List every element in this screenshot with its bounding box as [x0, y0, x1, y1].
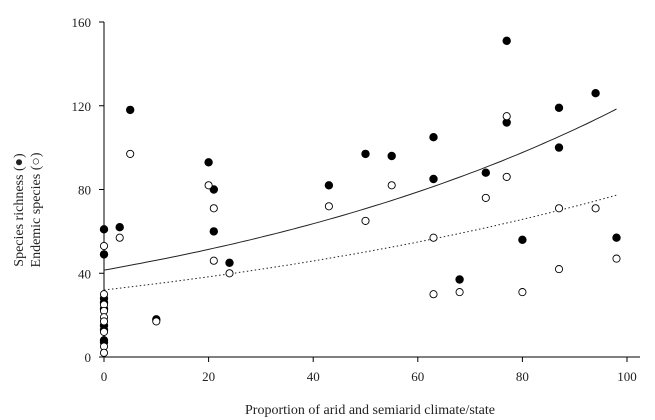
- data-points: [99, 36, 621, 357]
- species-richness-point: [125, 105, 135, 115]
- endemic-species-point: [99, 290, 109, 299]
- endemic-species-point: [429, 233, 438, 242]
- richness-trendline: [103, 108, 617, 271]
- endemic-species-point: [99, 327, 109, 336]
- species-richness-point: [429, 132, 438, 142]
- species-richness-point: [429, 174, 438, 184]
- x-tick-label: 20: [202, 369, 215, 384]
- endemic-species-point: [115, 233, 124, 242]
- endemic-species-point: [204, 181, 213, 190]
- endemic-species-point: [126, 149, 135, 158]
- endemic-species-point: [361, 216, 370, 225]
- endemic-species-point: [518, 288, 527, 297]
- y-axis-title-line-1: Species richness (●): [12, 153, 27, 267]
- species-richness-point: [99, 225, 109, 234]
- species-richness-point: [225, 258, 234, 267]
- species-richness-point: [591, 88, 600, 98]
- endemic-species-point: [99, 348, 109, 357]
- endemic-species-point: [455, 288, 464, 297]
- endemic-species-point: [429, 290, 438, 299]
- species-richness-point: [324, 181, 334, 190]
- endemic-species-point: [324, 202, 333, 211]
- endemic-species-point: [502, 172, 511, 181]
- species-richness-point: [502, 36, 511, 45]
- x-tick-label: 0: [101, 369, 108, 384]
- endemic-species-point: [502, 112, 511, 121]
- endemic-species-point: [99, 317, 109, 326]
- endemic-species-point: [99, 241, 109, 251]
- ticks: [99, 21, 628, 362]
- x-tick-label: 80: [516, 369, 529, 384]
- endemic-species-point: [387, 181, 396, 190]
- endemic-species-point: [152, 317, 161, 326]
- endemic-species-point: [225, 269, 234, 278]
- species-richness-point: [209, 227, 218, 236]
- species-richness-point: [361, 149, 370, 159]
- endemic-species-point: [554, 204, 564, 213]
- y-tick-label: 0: [85, 350, 92, 365]
- species-richness-point: [455, 275, 464, 284]
- species-richness-point: [99, 250, 109, 259]
- y-tick-label: 120: [72, 99, 92, 114]
- tick-labels: 0 20 40 60 80 100 0 40 80 120 160: [72, 15, 637, 384]
- y-axis-title: Species richness (●) Endemic species (○): [12, 152, 44, 267]
- trendlines: [103, 108, 617, 291]
- species-richness-point: [115, 222, 124, 232]
- y-tick-label: 80: [78, 183, 91, 198]
- endemic-species-point: [612, 254, 621, 263]
- y-tick-label: 40: [78, 266, 91, 281]
- endemic-species-point: [554, 265, 564, 274]
- species-richness-point: [554, 143, 564, 152]
- species-richness-point: [387, 151, 396, 161]
- species-richness-point: [554, 103, 564, 112]
- species-richness-point: [518, 235, 527, 244]
- axes: [103, 22, 640, 358]
- endemic-trendline: [103, 194, 617, 291]
- species-richness-point: [612, 233, 621, 242]
- y-axis-title-line-2: Endemic species (○): [29, 152, 44, 267]
- x-tick-label: 60: [411, 369, 424, 384]
- endemic-species-point: [209, 204, 218, 213]
- endemic-species-point: [209, 256, 218, 265]
- x-axis-title: Proportion of arid and semiarid climate/…: [245, 403, 495, 418]
- species-richness-point: [481, 168, 490, 177]
- y-tick-label: 160: [72, 15, 92, 30]
- endemic-species-point: [481, 193, 490, 202]
- x-tick-label: 100: [617, 369, 637, 384]
- species-richness-point: [204, 158, 213, 167]
- endemic-species-point: [591, 204, 600, 213]
- x-tick-label: 40: [307, 369, 320, 384]
